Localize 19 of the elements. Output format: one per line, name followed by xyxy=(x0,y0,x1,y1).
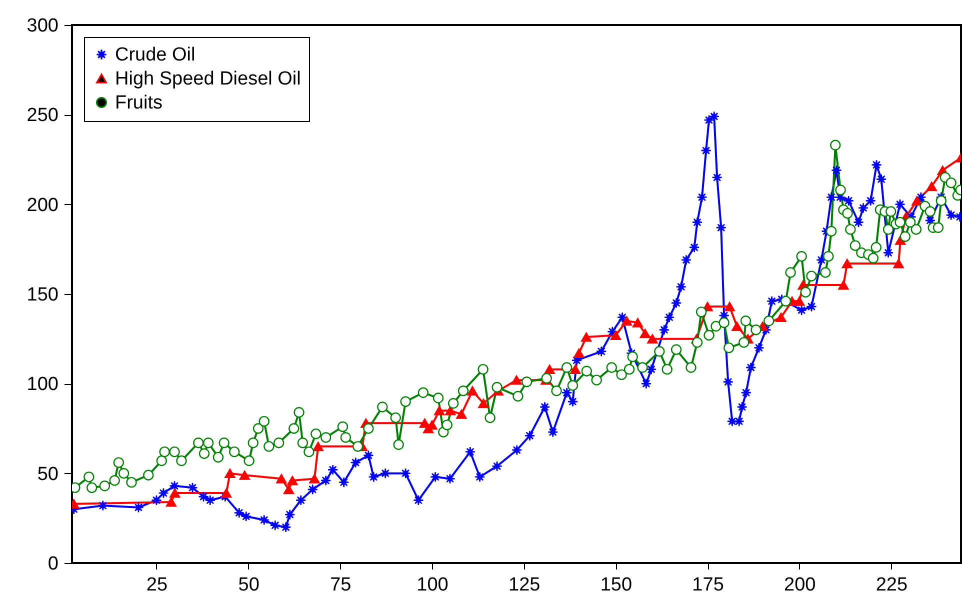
x-tick-label: 175 xyxy=(692,574,724,596)
x-tick-label: 75 xyxy=(330,574,352,596)
y-tick-label: 200 xyxy=(26,194,58,216)
x-tick-label: 50 xyxy=(238,574,260,596)
y-tick-label: 300 xyxy=(26,16,58,36)
x-tick-label: 150 xyxy=(600,574,632,596)
y-tick-label: 150 xyxy=(26,284,58,306)
legend-label: Fruits xyxy=(115,92,162,114)
x-tick-label: 200 xyxy=(784,574,816,596)
legend-label: High Speed Diesel Oil xyxy=(115,68,301,90)
y-tick-label: 0 xyxy=(48,554,58,574)
y-tick-label: 50 xyxy=(37,464,58,485)
y-tick-label: 250 xyxy=(26,105,58,126)
x-tick-label: 225 xyxy=(876,574,908,596)
y-tick-label: 100 xyxy=(26,374,58,396)
x-tick-label: 125 xyxy=(508,574,540,596)
x-tick-label: 100 xyxy=(416,574,448,596)
x-tick-label: 25 xyxy=(146,574,168,596)
legend-label: Crude Oil xyxy=(115,44,196,66)
